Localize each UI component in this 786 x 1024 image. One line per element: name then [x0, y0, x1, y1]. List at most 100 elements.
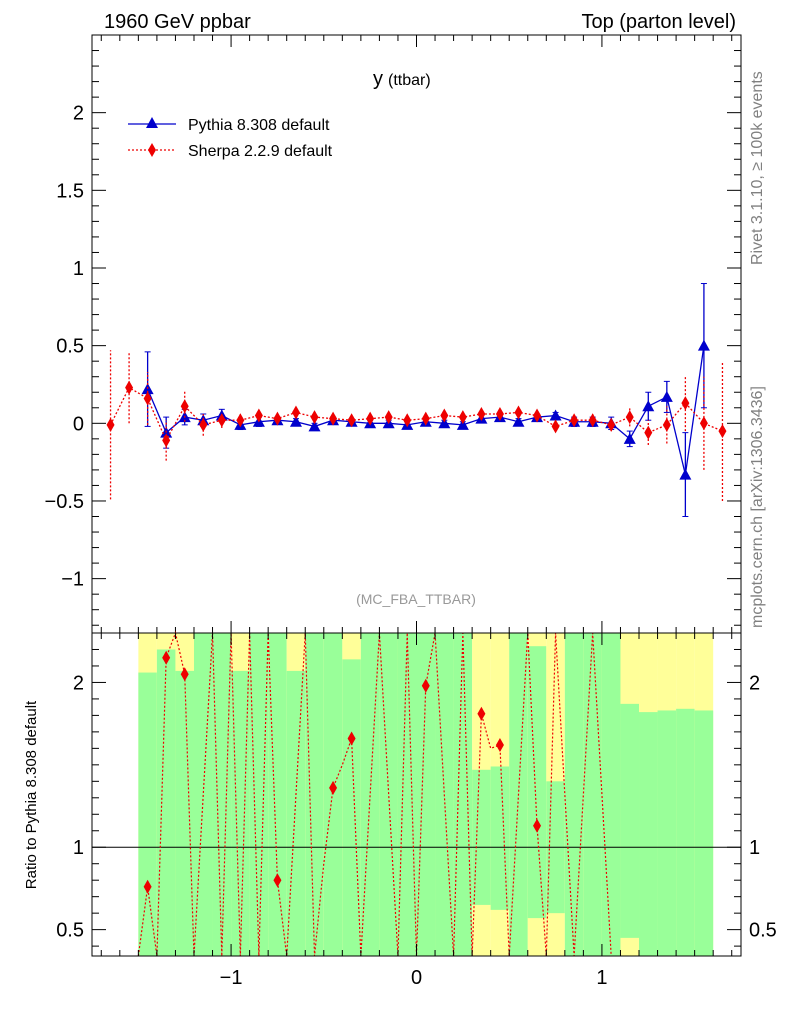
data-point	[217, 413, 226, 428]
data-point	[403, 413, 412, 428]
ratio-band-green	[490, 766, 510, 910]
data-point	[607, 417, 616, 432]
data-point	[514, 405, 523, 420]
data-point	[456, 418, 469, 430]
ratio-band-green	[564, 633, 584, 956]
ratio-band-green	[639, 712, 658, 956]
side-text-upper: Rivet 3.1.10, ≥ 100k events	[749, 71, 766, 265]
ratio-data-point	[180, 667, 189, 682]
data-point	[440, 408, 449, 423]
ratio-band-green	[472, 769, 491, 905]
legend-entry-sherpa: Sherpa 2.2.9 default	[128, 143, 333, 160]
data-point	[718, 424, 727, 439]
ratio-band-green	[286, 670, 306, 956]
plot-title-sub: (ttbar)	[388, 72, 431, 89]
ratio-band-green	[249, 633, 269, 956]
data-point	[495, 406, 504, 421]
data-point	[477, 406, 486, 421]
data-point	[681, 396, 690, 411]
data-point	[291, 405, 300, 420]
x-tick-label: −1	[220, 967, 243, 989]
ratio-data-point	[143, 879, 152, 894]
data-point	[236, 413, 245, 428]
data-point	[180, 399, 189, 414]
data-point	[199, 417, 208, 432]
ratio-ylabel: Ratio to Pythia 8.308 default	[23, 700, 40, 889]
main-y-tick-label: 0.5	[56, 336, 84, 358]
data-point	[458, 410, 467, 425]
data-point	[551, 419, 560, 434]
legend-label-pythia: Pythia 8.308 default	[188, 117, 330, 134]
data-point	[625, 410, 634, 425]
legend: Pythia 8.308 default Sherpa 2.2.9 defaul…	[128, 117, 333, 160]
data-point	[512, 415, 525, 427]
ratio-y-tick-label-left: 1	[73, 837, 84, 859]
series-line	[109, 386, 723, 442]
ratio-y-tick-label-left: 0.5	[56, 920, 84, 942]
ratio-band-green	[694, 710, 714, 956]
x-tick-label: 1	[596, 967, 607, 989]
data-point	[438, 417, 451, 429]
data-point	[125, 380, 134, 395]
data-point	[162, 433, 171, 448]
ratio-data-point	[273, 873, 282, 888]
data-point	[106, 417, 115, 432]
data-point	[549, 409, 562, 421]
header-right: Top (parton level)	[581, 11, 736, 33]
side-text-lower: mcplots.cern.ch [arXiv:1306.3436]	[749, 386, 766, 628]
data-point	[679, 468, 692, 480]
ratio-band-green	[583, 633, 602, 956]
data-point	[273, 411, 282, 426]
main-y-tick-label: −1	[61, 569, 84, 591]
ratio-y-tick-label-left: 2	[73, 672, 84, 694]
legend-label-sherpa: Sherpa 2.2.9 default	[188, 143, 333, 160]
ratio-y-tick-label-right: 2	[749, 672, 760, 694]
ratio-data-point	[421, 678, 430, 693]
data-point	[644, 425, 653, 440]
series-pythia	[141, 283, 710, 518]
ratio-y-tick-label-right: 0.5	[749, 920, 777, 942]
data-point	[662, 417, 671, 432]
ratio-data-point	[495, 738, 504, 753]
data-point	[384, 410, 393, 425]
data-point	[570, 413, 579, 428]
ratio-band-green	[397, 633, 417, 956]
ratio-band-green	[212, 633, 232, 956]
data-point	[588, 413, 597, 428]
plot-title-main: y	[373, 68, 383, 90]
ratio-bands	[92, 633, 741, 956]
main-series-layer	[106, 283, 727, 518]
data-point	[347, 413, 356, 428]
plot-annotation: (MC_FBA_TTBAR)	[356, 591, 476, 607]
x-tick-label: 0	[411, 967, 422, 989]
ratio-data-point	[533, 818, 542, 833]
data-point	[308, 420, 321, 432]
main-y-tick-label: 1.5	[56, 180, 84, 202]
ratio-axes: −1 0 1 0.5 0.5 1 1 2 2	[56, 632, 777, 989]
main-y-tick-label: 2	[73, 103, 84, 125]
ratio-band-green	[305, 633, 324, 956]
header-left: 1960 GeV ppbar	[104, 11, 251, 33]
ratio-band-green	[342, 659, 361, 956]
data-point	[289, 415, 302, 427]
ratio-band-green	[527, 646, 547, 919]
data-point	[366, 411, 375, 426]
ratio-band-green	[268, 633, 287, 956]
main-y-tick-label: −0.5	[45, 491, 84, 513]
data-point	[533, 408, 542, 423]
data-point	[642, 400, 655, 412]
ratio-data-point	[329, 780, 338, 795]
data-point	[623, 432, 636, 444]
data-point	[699, 416, 708, 431]
series-line	[147, 345, 705, 475]
legend-entry-pythia: Pythia 8.308 default	[128, 117, 330, 134]
data-point	[143, 391, 152, 406]
ratio-band-green	[657, 710, 677, 956]
ratio-band-green	[138, 672, 157, 956]
data-point	[421, 411, 430, 426]
ratio-band-green	[676, 708, 695, 956]
data-point	[329, 411, 338, 426]
data-point	[254, 408, 263, 423]
data-point	[310, 410, 319, 425]
ratio-band-green	[416, 633, 436, 956]
